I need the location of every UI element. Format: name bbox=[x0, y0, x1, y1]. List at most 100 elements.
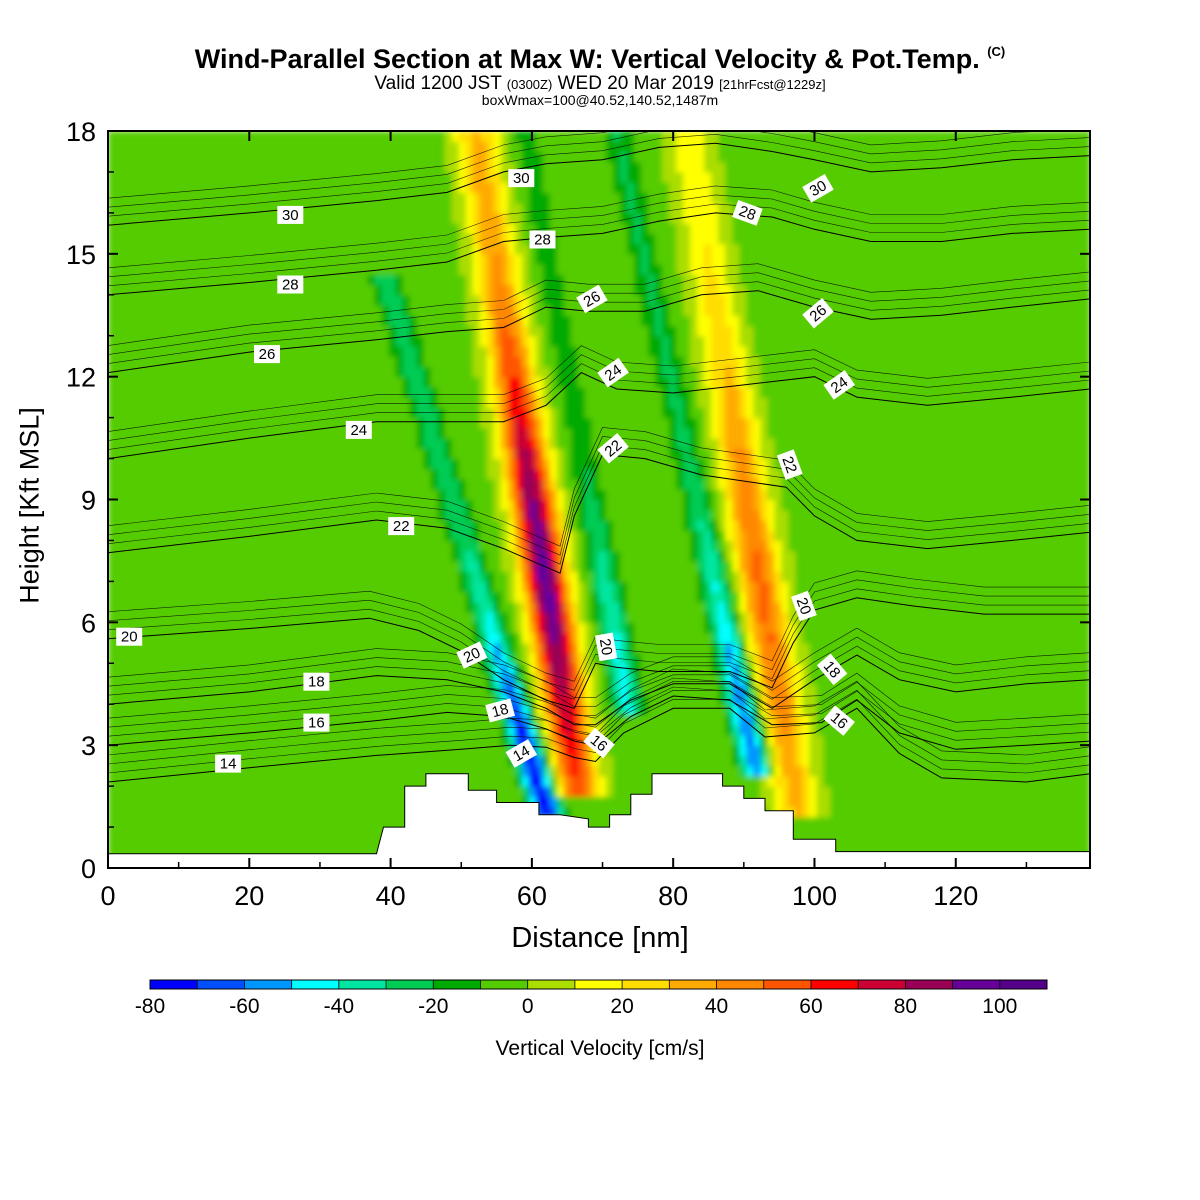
velocity-cell bbox=[570, 714, 579, 726]
velocity-cell bbox=[262, 315, 270, 327]
velocity-cell bbox=[178, 796, 186, 808]
velocity-cell bbox=[143, 632, 151, 644]
velocity-cell bbox=[549, 458, 558, 470]
velocity-cell bbox=[416, 653, 425, 664]
velocity-cell bbox=[577, 233, 586, 245]
velocity-cell bbox=[479, 632, 488, 644]
velocity-cell bbox=[269, 161, 277, 173]
velocity-cell bbox=[493, 345, 502, 357]
velocity-cell bbox=[514, 448, 523, 460]
velocity-cell bbox=[325, 356, 334, 368]
velocity-cell bbox=[234, 458, 242, 470]
velocity-cell bbox=[472, 417, 481, 429]
velocity-cell bbox=[472, 212, 481, 224]
velocity-cell bbox=[262, 233, 270, 245]
velocity-cell bbox=[325, 171, 334, 183]
velocity-cell bbox=[472, 663, 481, 675]
velocity-cell bbox=[584, 417, 593, 429]
velocity-cell bbox=[150, 632, 158, 644]
velocity-cell bbox=[374, 591, 383, 603]
velocity-cell bbox=[241, 448, 249, 460]
velocity-cell bbox=[157, 356, 165, 368]
velocity-cell bbox=[262, 837, 270, 849]
velocity-cell bbox=[437, 294, 446, 306]
velocity-cell bbox=[458, 427, 467, 439]
velocity-cell bbox=[227, 253, 235, 265]
velocity-cell bbox=[108, 325, 116, 337]
velocity-cell bbox=[388, 345, 397, 357]
velocity-cell bbox=[549, 540, 558, 552]
velocity-cell bbox=[143, 550, 151, 562]
velocity-cell bbox=[171, 253, 179, 265]
velocity-cell bbox=[248, 479, 256, 490]
velocity-cell bbox=[297, 734, 305, 746]
velocity-cell bbox=[129, 581, 137, 593]
velocity-cell bbox=[542, 704, 551, 716]
velocity-cell bbox=[304, 816, 313, 828]
velocity-cell bbox=[115, 448, 123, 460]
velocity-cell bbox=[157, 315, 165, 327]
velocity-cell bbox=[479, 530, 488, 542]
velocity-cell bbox=[122, 171, 130, 183]
velocity-cell bbox=[479, 161, 488, 173]
velocity-cell bbox=[136, 376, 144, 388]
velocity-cell bbox=[199, 837, 207, 849]
velocity-cell bbox=[528, 683, 537, 695]
velocity-cell bbox=[549, 305, 558, 316]
velocity-cell bbox=[437, 233, 446, 245]
velocity-cell bbox=[115, 417, 123, 429]
velocity-cell bbox=[318, 693, 327, 705]
velocity-cell bbox=[178, 530, 186, 542]
velocity-cell bbox=[150, 622, 158, 634]
velocity-cell bbox=[584, 427, 593, 439]
velocity-cell bbox=[500, 366, 509, 378]
velocity-cell bbox=[143, 509, 151, 521]
velocity-cell bbox=[185, 653, 193, 664]
velocity-cell bbox=[178, 755, 186, 767]
velocity-cell bbox=[150, 663, 158, 675]
velocity-cell bbox=[157, 622, 165, 634]
velocity-cell bbox=[437, 274, 446, 286]
velocity-cell bbox=[227, 806, 235, 818]
velocity-cell bbox=[122, 581, 130, 593]
velocity-cell bbox=[171, 212, 179, 224]
velocity-cell bbox=[143, 571, 151, 582]
velocity-cell bbox=[388, 202, 397, 214]
velocity-cell bbox=[388, 356, 397, 368]
velocity-cell bbox=[234, 622, 242, 634]
velocity-cell bbox=[199, 745, 207, 757]
velocity-cell bbox=[185, 806, 193, 818]
velocity-cell bbox=[234, 223, 242, 234]
velocity-cell bbox=[171, 417, 179, 429]
velocity-cell bbox=[255, 366, 263, 378]
velocity-cell bbox=[325, 591, 334, 603]
velocity-cell bbox=[409, 376, 418, 388]
velocity-cell bbox=[528, 786, 537, 797]
velocity-cell bbox=[234, 519, 242, 531]
velocity-cell bbox=[332, 182, 341, 194]
velocity-cell bbox=[192, 550, 200, 562]
velocity-cell bbox=[423, 264, 432, 275]
velocity-cell bbox=[150, 499, 158, 511]
velocity-cell bbox=[262, 550, 270, 562]
velocity-cell bbox=[402, 601, 411, 613]
velocity-cell bbox=[213, 315, 221, 327]
velocity-cell bbox=[472, 397, 481, 408]
velocity-cell bbox=[318, 704, 327, 716]
velocity-cell bbox=[437, 734, 446, 746]
velocity-cell bbox=[500, 642, 509, 654]
velocity-cell bbox=[360, 499, 369, 511]
velocity-cell bbox=[269, 519, 277, 531]
velocity-cell bbox=[115, 182, 123, 194]
velocity-cell bbox=[164, 796, 172, 808]
velocity-cell bbox=[157, 182, 165, 194]
velocity-cell bbox=[374, 397, 383, 408]
velocity-cell bbox=[542, 284, 551, 296]
velocity-cell bbox=[108, 458, 116, 470]
velocity-cell bbox=[220, 489, 228, 501]
velocity-cell bbox=[178, 151, 186, 163]
velocity-cell bbox=[255, 571, 263, 582]
velocity-cell bbox=[136, 192, 144, 204]
velocity-cell bbox=[290, 519, 298, 531]
velocity-cell bbox=[535, 540, 544, 552]
